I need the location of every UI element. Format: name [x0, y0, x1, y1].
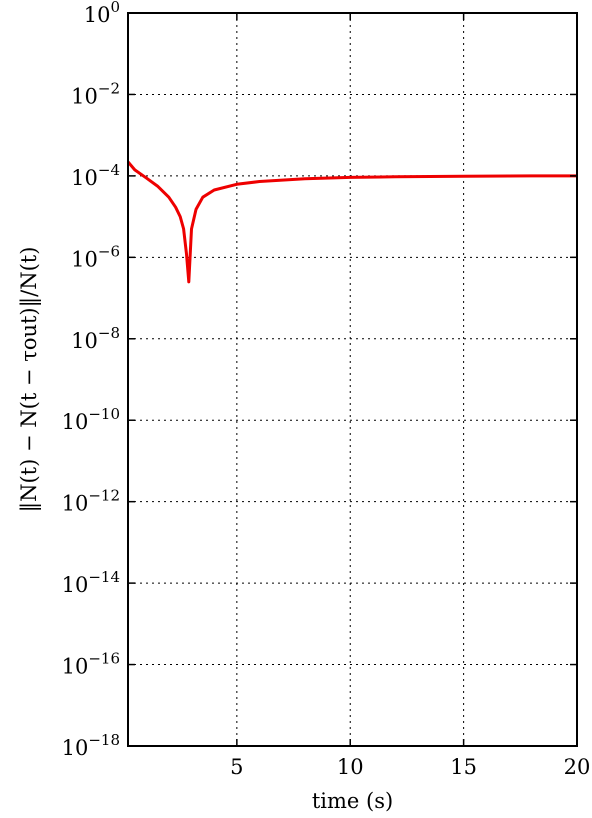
y-tick-label: 10−14 — [62, 568, 120, 597]
series-layer — [126, 160, 577, 284]
y-tick-exponent: −10 — [88, 405, 120, 423]
y-tick-label: 10−18 — [62, 731, 120, 760]
y-tick-exponent: −6 — [98, 242, 120, 260]
y-tick-label: 10−16 — [62, 650, 120, 679]
y-tick-base: 10 — [71, 247, 98, 271]
series-line — [126, 160, 577, 284]
y-tick-exponent: 0 — [110, 0, 120, 16]
y-tick-base: 10 — [71, 166, 98, 190]
y-tick-base: 10 — [71, 329, 98, 353]
y-tick-label: 10−12 — [62, 487, 120, 516]
y-tick-exponent: −8 — [98, 324, 120, 342]
x-tick-label: 5 — [230, 755, 243, 779]
y-tick-label: 10−4 — [71, 161, 120, 190]
y-tick-base: 10 — [62, 410, 89, 434]
y-tick-label: 10−2 — [71, 79, 120, 108]
y-tick-exponent: −4 — [98, 161, 120, 179]
x-tick-label: 10 — [337, 755, 364, 779]
x-tick-label: 15 — [450, 755, 477, 779]
y-tick-exponent: −14 — [88, 568, 120, 586]
x-tick-label: 20 — [564, 755, 591, 779]
y-tick-base: 10 — [84, 3, 111, 27]
plot-frame — [127, 12, 578, 747]
y-tick-exponent: −12 — [88, 487, 120, 505]
y-tick-labels: 10010−210−410−610−810−1010−1210−1410−161… — [62, 0, 120, 760]
y-tick-base: 10 — [71, 84, 98, 108]
x-tick-labels: 5 10 15 20 — [230, 755, 590, 779]
x-axis-label: time (s) — [312, 789, 393, 813]
y-tick-base: 10 — [62, 655, 89, 679]
y-axis-label: ‖N(t) − N(t − τout)‖/N(t) — [17, 247, 42, 513]
y-tick-label: 10−10 — [62, 405, 120, 434]
y-tick-label: 100 — [84, 0, 120, 27]
grid — [128, 13, 578, 746]
y-tick-exponent: −16 — [88, 650, 120, 668]
ticks — [128, 12, 578, 747]
y-tick-base: 10 — [62, 736, 89, 760]
y-tick-base: 10 — [62, 573, 89, 597]
y-tick-base: 10 — [62, 492, 89, 516]
y-tick-label: 10−6 — [71, 242, 120, 271]
y-tick-exponent: −2 — [98, 79, 120, 97]
y-tick-label: 10−8 — [71, 324, 120, 353]
y-tick-exponent: −18 — [88, 731, 120, 749]
